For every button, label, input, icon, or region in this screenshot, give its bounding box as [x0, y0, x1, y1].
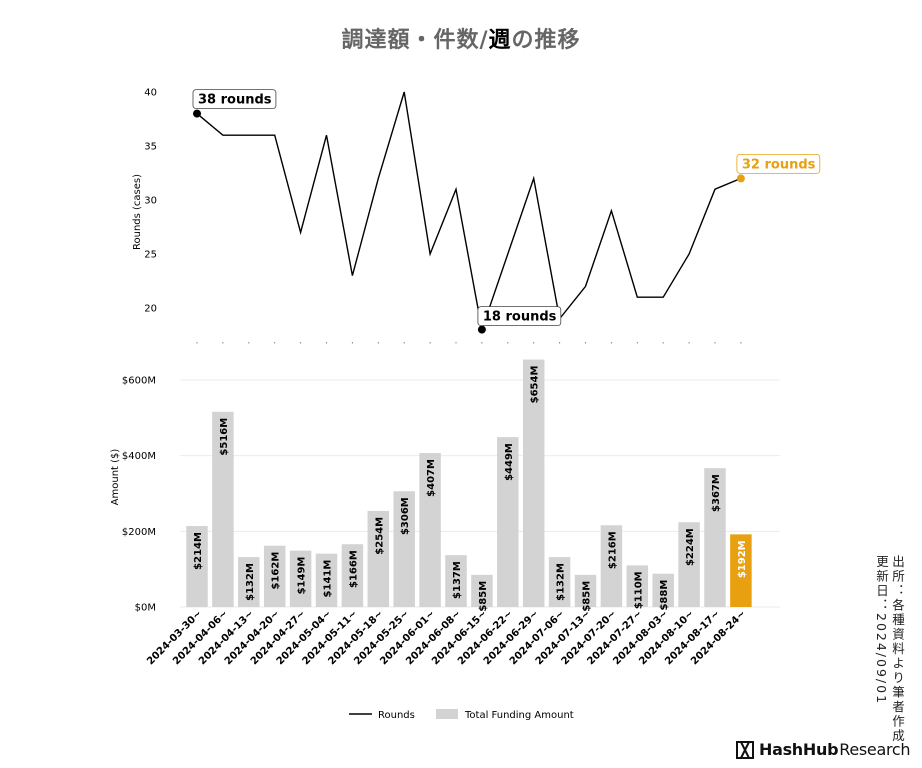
funding-bar-label: $141M [323, 560, 334, 598]
funding-bar [315, 553, 338, 607]
funding-bar [238, 557, 260, 607]
bar-y-tick-label: $400M [122, 451, 156, 462]
logo-suffix: Research [839, 740, 911, 759]
rounds-annotation-label: 38 rounds [198, 93, 272, 108]
rounds-annotation-label: 18 rounds [483, 310, 557, 325]
funding-bar-label: $85M [478, 581, 489, 612]
funding-bar-label: $162M [271, 552, 282, 590]
funding-bar [212, 411, 234, 607]
rounds-annotation-point [477, 325, 486, 334]
funding-bar [367, 510, 390, 607]
funding-bar [497, 437, 519, 607]
funding-bar [419, 453, 441, 607]
funding-bar-label: $132M [245, 563, 256, 601]
funding-bar-label: $85M [582, 581, 593, 612]
funding-bar [289, 550, 312, 607]
funding-bar [263, 545, 286, 607]
funding-bar [626, 565, 649, 607]
bar-y-tick-label: $600M [122, 376, 156, 387]
funding-bar [393, 491, 415, 607]
rounds-annotation-point [736, 174, 745, 183]
rounds-annotation-box [192, 89, 277, 109]
funding-bar [678, 522, 700, 607]
logo-brand: HashHub [759, 740, 839, 759]
funding-bar-label: $214M [193, 532, 204, 570]
funding-bar-label: $166M [348, 550, 359, 588]
rounds-annotation-box [477, 306, 562, 327]
line-y-tick-label: 35 [144, 142, 157, 153]
chart-title-emphasis: 週 [488, 27, 512, 53]
funding-bar [574, 574, 597, 607]
chart-title-prefix: 調達額・件数/ [341, 27, 489, 53]
funding-bar-label: $224M [685, 528, 696, 566]
funding-bar [548, 557, 571, 607]
funding-bar [704, 468, 726, 607]
legend-funding-swatch [436, 709, 458, 719]
line-y-tick-label: 25 [144, 250, 157, 261]
funding-bar-label: $306M [400, 497, 411, 535]
line-y-tick-label: 20 [144, 304, 157, 315]
bar-y-tick-label: $0M [135, 603, 156, 614]
funding-bar [341, 544, 364, 607]
hashhub-logo: HashHub Research [736, 740, 911, 759]
funding-bar-label: $149M [297, 557, 308, 595]
funding-bar-label: $216M [607, 531, 618, 569]
hashhub-logo-icon [736, 740, 754, 759]
funding-bar [730, 534, 752, 607]
funding-bar [652, 573, 674, 607]
source-note-line1: 出所：各種資料より筆者作成 [890, 555, 905, 744]
bar-y-axis-label: Amount ($) [110, 449, 121, 506]
funding-bar-label: $449M [504, 443, 515, 481]
funding-bar-label: $654M [530, 366, 541, 404]
funding-bar-label: $516M [219, 418, 230, 456]
source-note: 出所：各種資料より筆者作成 更新日：2024/09/01 [873, 555, 905, 744]
line-y-tick-label: 30 [144, 196, 157, 207]
rounds-line [196, 91, 742, 333]
source-note-line2: 更新日：2024/09/01 [874, 555, 889, 706]
funding-bar-label: $110M [633, 571, 644, 609]
funding-bar-label: $367M [711, 474, 722, 512]
rounds-annotation-point [193, 109, 201, 118]
funding-bar [471, 574, 493, 607]
rounds-annotation-label: 32 rounds [742, 157, 816, 172]
line-y-axis-label: Rounds (cases) [132, 174, 143, 250]
funding-bar-label: $407M [426, 459, 437, 497]
funding-bar [186, 526, 208, 607]
legend-funding-label: Total Funding Amount [464, 710, 574, 721]
rounds-annotation-box [736, 153, 821, 174]
funding-bar-label: $132M [556, 563, 567, 601]
chart-title-suffix: の推移 [511, 27, 581, 53]
funding-bar [522, 359, 545, 607]
funding-bar-label: $192M [737, 540, 748, 578]
bar-y-tick-label: $200M [122, 527, 156, 538]
chart-title: 調達額・件数/週の推移 [0, 22, 922, 54]
funding-bar [600, 525, 623, 607]
funding-bar-label: $137M [452, 561, 463, 599]
funding-bar-label: $88M [659, 580, 670, 611]
funding-bar-label: $254M [374, 517, 385, 555]
legend-rounds-label: Rounds [378, 710, 415, 721]
funding-bar [445, 555, 467, 607]
line-y-tick-label: 40 [144, 88, 157, 99]
